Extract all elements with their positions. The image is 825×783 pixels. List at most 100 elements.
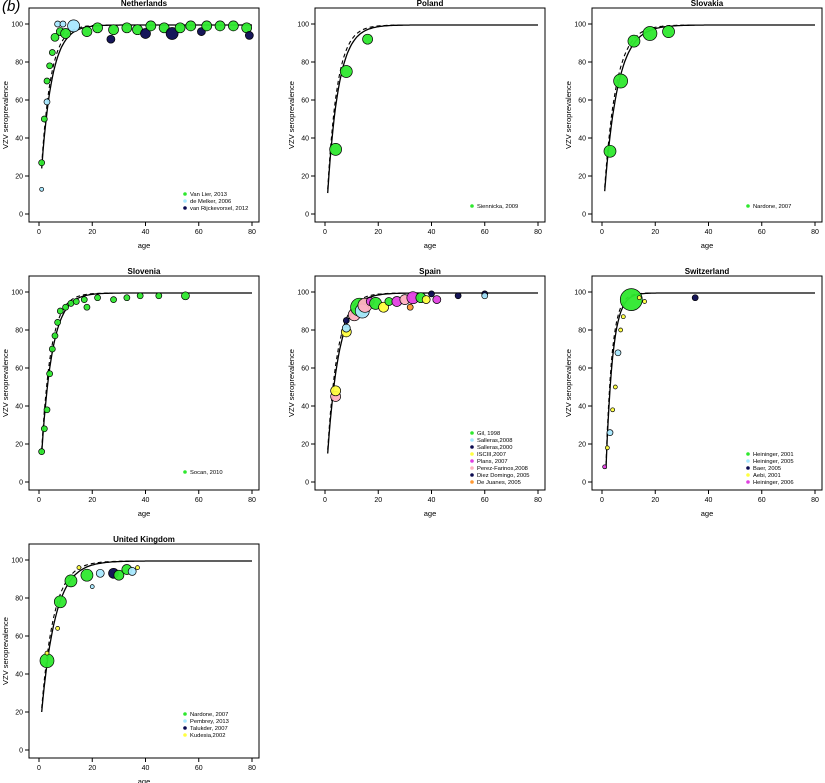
chart-panel: Switzerland 0 20 40 60 80 0 20 40 60 80 100 age VZV s…: [564, 267, 823, 518]
x-tick-label: 40: [142, 497, 150, 504]
chart-title: Slovakia: [691, 0, 724, 8]
x-tick-label: 0: [323, 229, 327, 236]
data-point: [92, 22, 103, 34]
x-tick-label: 20: [88, 497, 96, 504]
data-point: [165, 27, 179, 40]
x-tick-label: 40: [142, 765, 150, 772]
y-tick-label: 100: [574, 290, 586, 297]
x-tick-label: 20: [88, 765, 96, 772]
data-point: [642, 299, 647, 304]
data-point: [604, 445, 610, 451]
plot-frame: [314, 7, 546, 223]
legend-marker: [470, 473, 474, 477]
data-point: [44, 650, 50, 656]
y-tick-label: 100: [297, 290, 309, 297]
x-tick-label: 20: [88, 229, 96, 236]
legend-label: Gil, 1998: [477, 431, 500, 437]
data-point: [454, 292, 462, 300]
data-point: [43, 77, 51, 85]
legend-marker: [746, 480, 750, 484]
data-point: [64, 574, 78, 588]
legend-label: Siennicka, 2009: [477, 204, 518, 210]
legend-marker: [470, 438, 474, 442]
data-point: [342, 317, 350, 324]
y-tick-label: 40: [578, 136, 586, 143]
legend-label: De Juanes, 2005: [477, 480, 521, 486]
legend-label: Salleras,2000: [477, 445, 512, 451]
fitted-curve-dashed: [605, 292, 815, 465]
y-tick-label: 100: [297, 22, 309, 29]
chart-panel: Slovakia 0 20 40 60 80 0 20 40 60 80 100 age VZV sero…: [564, 0, 823, 250]
data-point: [620, 314, 626, 320]
legend-marker: [183, 199, 187, 203]
legend-marker: [183, 470, 187, 474]
y-tick-label: 20: [15, 710, 23, 717]
data-point: [43, 406, 51, 414]
data-point: [329, 143, 342, 156]
data-point: [135, 565, 140, 570]
data-point: [627, 34, 641, 48]
x-tick-label: 20: [374, 497, 382, 504]
data-point: [80, 296, 88, 303]
chart-panel: Slovenia 0 20 40 60 80 0 20 40 60 80 100 age VZV sero…: [1, 267, 260, 518]
data-point: [602, 464, 608, 470]
data-point: [51, 332, 59, 340]
y-tick-label: 40: [301, 404, 309, 411]
fitted-curve: [327, 24, 538, 194]
y-tick-label: 80: [578, 60, 586, 67]
data-point: [39, 653, 55, 669]
data-point: [38, 448, 46, 455]
data-point: [339, 65, 353, 78]
fitted-curve: [41, 24, 252, 169]
plot-frame: [28, 275, 260, 491]
y-tick-label: 80: [15, 60, 23, 67]
legend-label: Socan, 2010: [190, 470, 223, 476]
data-point: [228, 20, 239, 32]
y-tick-label: 20: [15, 174, 23, 181]
panel-label: (b): [2, 0, 21, 15]
legend-marker: [746, 459, 750, 463]
y-tick-label: 40: [578, 404, 586, 411]
data-point: [40, 115, 48, 123]
x-axis-label: age: [138, 241, 151, 250]
data-point: [421, 295, 431, 304]
y-tick-label: 60: [301, 98, 309, 105]
data-point: [55, 626, 60, 631]
legend-marker: [470, 452, 474, 456]
legend-marker: [470, 431, 474, 435]
data-point: [60, 28, 71, 39]
chart-panel: Poland 0 20 40 60 80 0 20 40 60 80 100 age VZV seropr…: [287, 0, 546, 250]
data-point: [201, 20, 213, 32]
y-axis-label: VZV seroprevalence: [564, 81, 573, 149]
x-axis-label: age: [701, 241, 714, 250]
legend-marker: [183, 726, 187, 730]
x-tick-label: 40: [705, 229, 713, 236]
fitted-curve: [605, 292, 815, 469]
x-axis-label: age: [138, 777, 151, 783]
data-point: [113, 569, 125, 581]
data-point: [691, 294, 699, 302]
fitted-curve-dashed: [327, 24, 538, 190]
data-point: [428, 290, 435, 298]
data-point: [406, 303, 414, 311]
legend-marker: [183, 192, 187, 196]
chart-title: Slovenia: [128, 267, 161, 276]
data-point: [214, 20, 226, 32]
x-tick-label: 60: [481, 229, 489, 236]
data-point: [140, 28, 151, 39]
y-tick-label: 60: [301, 366, 309, 373]
legend-marker: [183, 733, 187, 737]
data-point: [642, 26, 658, 41]
data-point: [127, 567, 137, 576]
x-tick-label: 20: [374, 229, 382, 236]
x-tick-label: 80: [534, 497, 542, 504]
legend-marker: [183, 719, 187, 723]
data-point: [50, 32, 60, 42]
data-point: [613, 73, 628, 89]
y-tick-label: 20: [578, 442, 586, 449]
legend-label: Van Lier, 2013: [190, 192, 227, 198]
y-tick-label: 0: [305, 212, 309, 219]
y-tick-label: 80: [15, 328, 23, 335]
y-tick-label: 0: [19, 748, 23, 755]
legend-marker: [746, 452, 750, 456]
